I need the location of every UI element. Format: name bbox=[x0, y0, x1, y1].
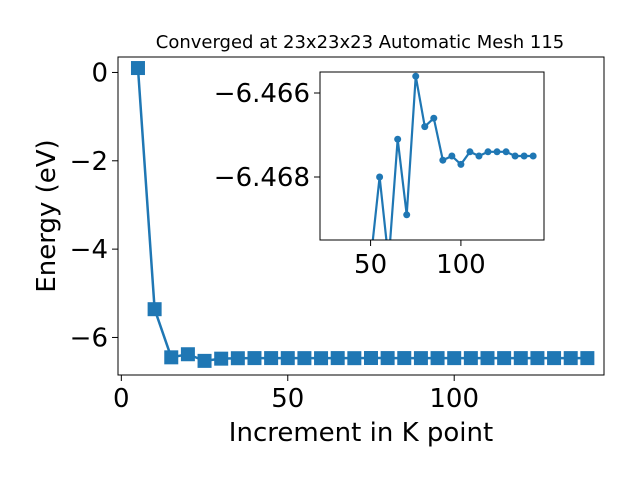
inset-x-axis-ticks: 50 100 bbox=[354, 240, 486, 280]
data-point bbox=[214, 351, 229, 366]
inset-data-point bbox=[520, 152, 528, 160]
inset-data-point bbox=[376, 173, 384, 181]
data-point bbox=[413, 351, 428, 366]
data-point bbox=[264, 351, 279, 366]
y-axis-label: Energy (eV) bbox=[32, 139, 62, 292]
series-line bbox=[136, 67, 588, 363]
data-point bbox=[380, 351, 395, 366]
data-point bbox=[180, 347, 195, 362]
data-point bbox=[480, 351, 495, 366]
inset-data-point bbox=[412, 72, 420, 80]
x-axis-label: Increment in K point bbox=[229, 418, 493, 448]
inset-y-tick-label: −6.468 bbox=[214, 163, 310, 193]
data-point bbox=[430, 351, 445, 366]
data-point bbox=[530, 351, 545, 366]
y-tick-label: −2 bbox=[70, 147, 108, 177]
data-point bbox=[280, 351, 295, 366]
inset-data-point bbox=[439, 156, 447, 164]
inset-plot-area: 50 100 −6.468 −6.466 bbox=[214, 71, 545, 280]
y-tick-label: −4 bbox=[70, 235, 108, 265]
data-point bbox=[447, 351, 462, 366]
inset-plot-frame bbox=[319, 71, 545, 241]
data-point bbox=[397, 351, 412, 366]
data-point bbox=[314, 351, 329, 366]
main-y-axis-ticks: 0 −2 −4 −6 bbox=[70, 58, 118, 353]
inset-data-point bbox=[421, 123, 429, 131]
inset-data-point bbox=[493, 148, 501, 156]
inset-series bbox=[371, 72, 537, 240]
data-point bbox=[297, 351, 312, 366]
x-tick-label: 0 bbox=[113, 384, 130, 414]
inset-data-point bbox=[511, 152, 519, 160]
data-point bbox=[247, 351, 262, 366]
inset-data-point bbox=[502, 148, 510, 156]
inset-data-point bbox=[529, 152, 537, 160]
data-point bbox=[130, 61, 145, 76]
data-point bbox=[363, 351, 378, 366]
inset-data-point bbox=[457, 160, 465, 168]
y-tick-label: −6 bbox=[70, 323, 108, 353]
data-point bbox=[347, 351, 362, 366]
main-plot-area: 0 50 100 0 −2 −4 −6 bbox=[70, 56, 605, 414]
data-point bbox=[513, 351, 528, 366]
data-point bbox=[580, 351, 595, 366]
inset-x-tick-label: 100 bbox=[436, 250, 486, 280]
main-x-axis-ticks: 0 50 100 bbox=[113, 375, 479, 414]
inset-data-point bbox=[466, 148, 474, 156]
inset-data-point bbox=[403, 211, 411, 219]
inset-data-point bbox=[475, 152, 483, 160]
data-point bbox=[330, 351, 345, 366]
data-point bbox=[497, 351, 512, 366]
inset-y-tick-label: −6.466 bbox=[214, 79, 310, 109]
data-point bbox=[563, 351, 578, 366]
data-point bbox=[547, 351, 562, 366]
y-tick-label: 0 bbox=[91, 58, 108, 88]
x-tick-label: 50 bbox=[271, 384, 304, 414]
chart-title: Converged at 23x23x23 Automatic Mesh 115 bbox=[156, 32, 565, 53]
data-point bbox=[230, 351, 245, 366]
inset-y-axis-ticks: −6.468 −6.466 bbox=[214, 79, 320, 193]
inset-data-point bbox=[448, 152, 456, 160]
inset-background bbox=[320, 72, 544, 240]
data-point bbox=[147, 302, 162, 317]
data-point bbox=[463, 351, 478, 366]
main-series bbox=[130, 61, 595, 368]
inset-x-tick-label: 50 bbox=[354, 250, 387, 280]
inset-data-point bbox=[394, 135, 402, 143]
main-plot-frame bbox=[117, 56, 605, 376]
data-point bbox=[164, 350, 179, 365]
inset-data-point bbox=[484, 148, 492, 156]
x-tick-label: 100 bbox=[429, 384, 479, 414]
data-point bbox=[197, 353, 212, 368]
inset-data-point bbox=[430, 114, 438, 122]
